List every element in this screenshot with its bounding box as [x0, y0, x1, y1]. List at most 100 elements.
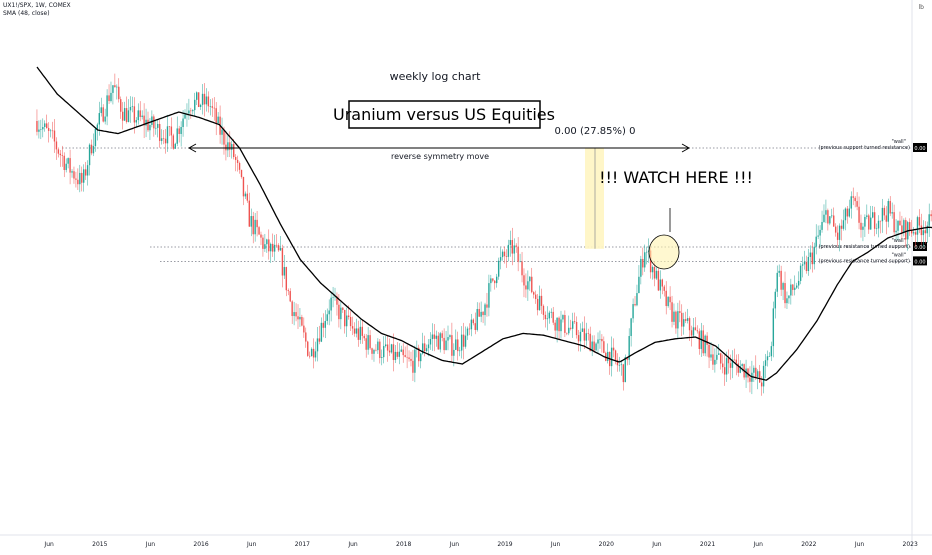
- x-tick-label: Jun: [854, 541, 865, 548]
- candle-body: [155, 127, 157, 129]
- candle-body: [862, 226, 864, 230]
- candle-body: [123, 108, 126, 121]
- candle-body: [324, 320, 326, 328]
- log-scale-toggle[interactable]: lb: [918, 4, 924, 11]
- candle-body: [883, 207, 886, 216]
- candle-body: [281, 248, 284, 276]
- candle-body: [540, 295, 543, 306]
- candle-body: [455, 339, 457, 350]
- candle-body: [388, 350, 391, 353]
- candle-body: [548, 312, 551, 319]
- candle-body: [718, 353, 720, 355]
- candle-body: [492, 278, 494, 281]
- candle-body: [158, 123, 161, 141]
- candle-body: [42, 126, 44, 130]
- candle-body: [431, 334, 434, 339]
- candle-body: [821, 221, 823, 230]
- candle-body: [355, 328, 358, 334]
- candle-body: [90, 144, 93, 154]
- candle-body: [679, 311, 681, 313]
- candle-body: [44, 123, 46, 127]
- candle-body: [347, 315, 350, 317]
- candle-body: [472, 319, 475, 324]
- candle-body: [788, 295, 790, 299]
- candle-body: [149, 124, 151, 131]
- candle-body: [560, 319, 562, 332]
- candle-body: [655, 270, 658, 279]
- candle-body: [141, 115, 143, 117]
- candle-body: [829, 216, 831, 224]
- candle-body: [665, 290, 667, 307]
- candle-body: [792, 284, 794, 290]
- candle-body: [922, 230, 925, 236]
- candle-body: [178, 128, 180, 134]
- candle-body: [536, 298, 539, 311]
- candle-body: [86, 165, 89, 176]
- candle-body: [480, 311, 482, 317]
- candle-body: [53, 130, 56, 142]
- candle-body: [443, 337, 445, 351]
- candle-body: [470, 319, 473, 330]
- arrow-head-left: [187, 143, 197, 153]
- candle-body: [273, 244, 276, 252]
- candle-body: [852, 196, 854, 198]
- candle-body: [88, 144, 91, 166]
- candle-body: [509, 240, 512, 245]
- candle-body: [244, 193, 247, 197]
- candle-body: [215, 108, 217, 124]
- candle-body: [433, 334, 436, 339]
- candle-body: [236, 159, 239, 163]
- candle-body: [566, 332, 568, 334]
- candle-body: [369, 335, 371, 349]
- candle-body: [439, 333, 441, 350]
- candle-body: [77, 179, 79, 185]
- candle-body: [809, 252, 812, 257]
- candle-body: [468, 328, 471, 330]
- candle-body: [166, 126, 169, 144]
- candle-body: [264, 244, 266, 249]
- candle-body: [460, 334, 463, 351]
- candle-body: [221, 129, 223, 135]
- candle-body: [147, 119, 149, 131]
- candle-body: [764, 360, 767, 366]
- candle-body: [110, 92, 112, 102]
- candle-body: [529, 276, 531, 282]
- candle-body: [571, 321, 574, 329]
- candle-body: [642, 258, 644, 268]
- candle-body: [684, 319, 687, 321]
- candle-body: [624, 357, 626, 383]
- candle-body: [733, 359, 736, 361]
- candle-body: [815, 236, 817, 247]
- candle-body: [758, 371, 761, 383]
- candle-body: [412, 360, 414, 373]
- candle-body: [534, 294, 537, 299]
- candle-body: [334, 296, 336, 298]
- candle-body: [577, 335, 580, 342]
- candle-body: [881, 207, 884, 222]
- candle-body: [688, 318, 691, 331]
- candle-body: [129, 107, 132, 111]
- candle-body: [644, 252, 646, 268]
- candle-body: [242, 176, 245, 197]
- candle-body: [209, 106, 212, 107]
- candle-body: [895, 230, 897, 233]
- candle-body: [870, 217, 872, 230]
- candle-body: [67, 158, 69, 164]
- candle-body: [735, 359, 738, 364]
- candle-body: [112, 85, 114, 93]
- candle-body: [373, 349, 375, 354]
- candle-body: [618, 364, 621, 366]
- candle-body: [646, 251, 648, 253]
- candle-body: [513, 245, 515, 254]
- candle-body: [238, 162, 241, 170]
- candle-body: [49, 130, 52, 132]
- candle-body: [231, 144, 233, 150]
- candle-body: [558, 317, 560, 332]
- candle-body: [227, 142, 229, 151]
- candle-body: [527, 281, 529, 290]
- candle-body: [330, 297, 332, 311]
- candle-body: [499, 257, 502, 261]
- candle-body: [328, 310, 330, 315]
